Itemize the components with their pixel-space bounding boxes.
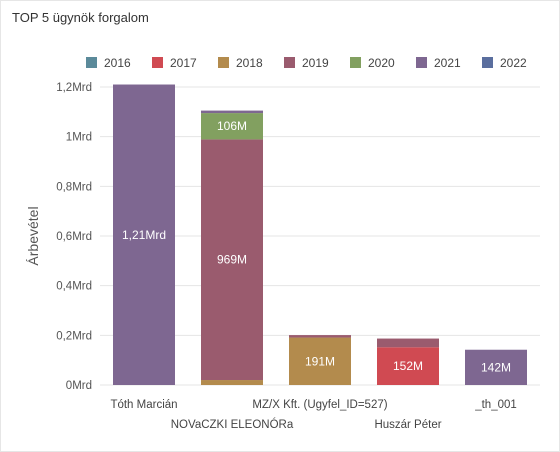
legend-label-2016: 2016 <box>104 56 131 70</box>
y-tick-label: 0Mrd <box>66 380 92 392</box>
x-category-label: _th_001 <box>474 399 517 411</box>
bar-segment <box>201 380 263 385</box>
x-category-label: MZ/X Kft. (Ugyfel_ID=527) <box>252 399 387 411</box>
y-tick-label: 0,8Mrd <box>56 181 92 193</box>
legend-swatch-2018 <box>218 57 229 68</box>
y-tick-label: 0,2Mrd <box>56 330 92 342</box>
legend-label-2017: 2017 <box>170 56 197 70</box>
x-category-label: Tóth Marcián <box>110 399 177 411</box>
x-category-label: NOVaCZKI ELEONÓRa <box>171 418 294 431</box>
bar-segment <box>377 338 439 348</box>
legend-swatch-2017 <box>152 57 163 68</box>
legend-label-2019: 2019 <box>302 56 329 70</box>
bar-segment <box>113 84 175 386</box>
legend-swatch-2022 <box>482 57 493 68</box>
chart-title: TOP 5 ügynök forgalom <box>12 10 149 25</box>
legend-swatch-2016 <box>86 57 97 68</box>
data-label: 106M <box>217 119 247 133</box>
legend-label-2021: 2021 <box>434 56 461 70</box>
legend-label-2020: 2020 <box>368 56 395 70</box>
y-tick-label: 1,2Mrd <box>56 82 92 94</box>
bar-segment <box>289 335 351 338</box>
y-axis-label: Árbevétel <box>25 206 41 265</box>
y-tick-label: 1Mrd <box>66 132 92 144</box>
bar-segment <box>201 113 263 140</box>
bar-segment <box>201 139 263 381</box>
y-tick-label: 0,6Mrd <box>56 231 92 243</box>
legend-label-2018: 2018 <box>236 56 263 70</box>
data-label: 191M <box>305 354 335 368</box>
bar-segment <box>465 349 527 385</box>
bar-segment <box>289 337 351 385</box>
data-label: 152M <box>393 359 423 373</box>
legend-swatch-2020 <box>350 57 361 68</box>
legend-swatch-2019 <box>284 57 295 68</box>
y-tick-label: 0,4Mrd <box>56 281 92 293</box>
x-category-label: Huszár Péter <box>374 419 441 431</box>
bar-segment <box>201 110 263 114</box>
legend-label-2022: 2022 <box>500 56 527 70</box>
data-label: 142M <box>481 360 511 374</box>
bar-segment <box>377 347 439 385</box>
data-label: 969M <box>217 253 247 267</box>
legend-swatch-2021 <box>416 57 427 68</box>
data-label: 1,21Mrd <box>122 228 166 242</box>
